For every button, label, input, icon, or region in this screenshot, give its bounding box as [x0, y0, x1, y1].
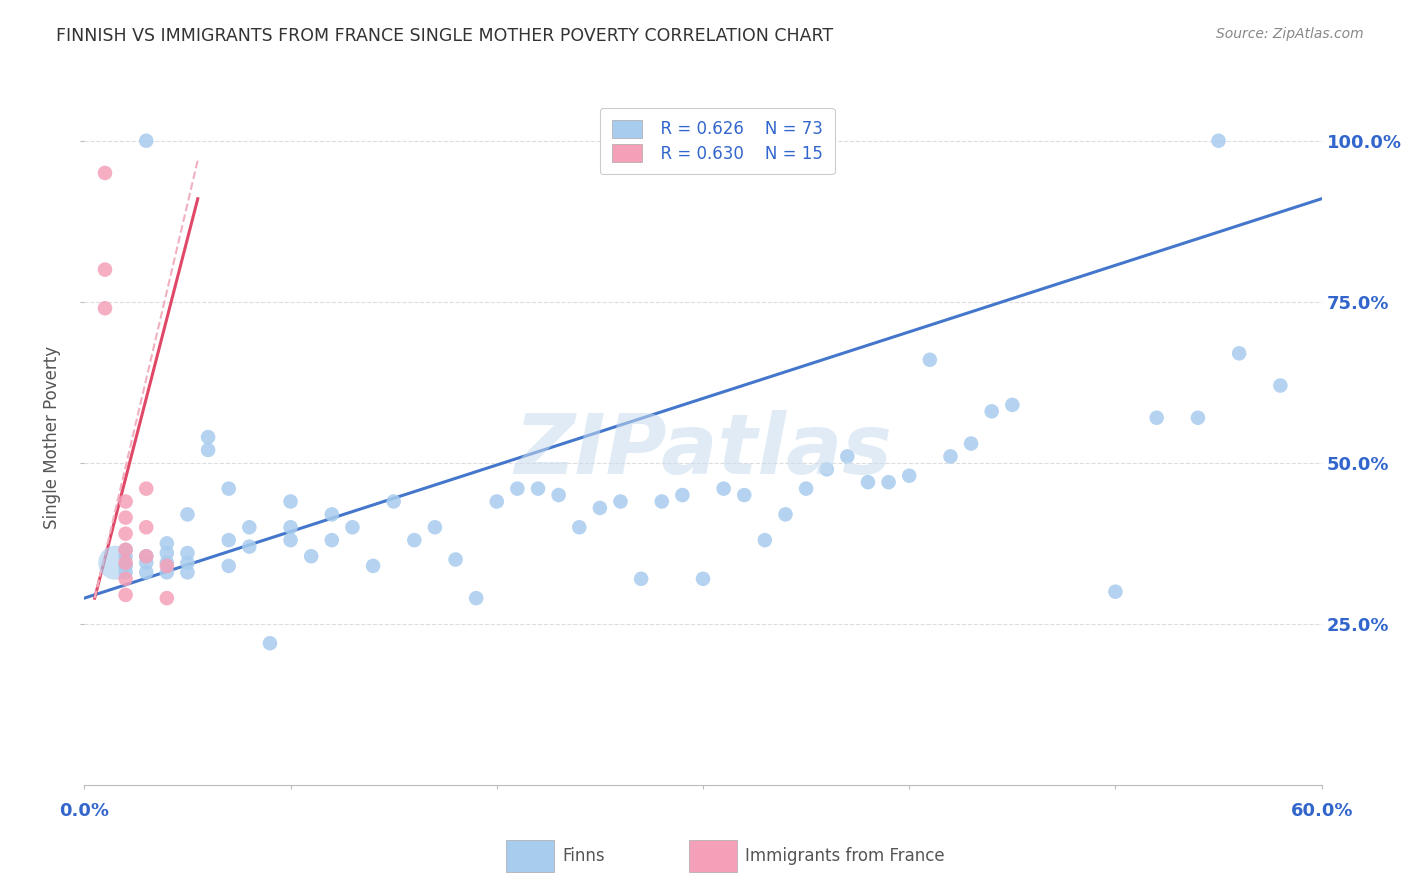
- Point: [280, 494, 302, 508]
- Point: [321, 508, 343, 522]
- Point: [114, 556, 136, 570]
- Point: [197, 430, 219, 444]
- Point: [589, 500, 612, 515]
- Point: [156, 546, 179, 560]
- Point: [218, 558, 240, 573]
- Point: [506, 482, 529, 496]
- Point: [692, 572, 714, 586]
- Point: [547, 488, 569, 502]
- Point: [104, 556, 127, 570]
- Point: [630, 572, 652, 586]
- Point: [733, 488, 755, 502]
- Text: FINNISH VS IMMIGRANTS FROM FRANCE SINGLE MOTHER POVERTY CORRELATION CHART: FINNISH VS IMMIGRANTS FROM FRANCE SINGLE…: [56, 27, 834, 45]
- Text: 0.0%: 0.0%: [59, 803, 110, 821]
- Point: [404, 533, 426, 548]
- Legend:   R = 0.626    N = 73,   R = 0.630    N = 15: R = 0.626 N = 73, R = 0.630 N = 15: [600, 108, 835, 175]
- Point: [114, 494, 136, 508]
- Point: [918, 352, 941, 367]
- Point: [382, 494, 405, 508]
- Point: [1104, 584, 1126, 599]
- Point: [94, 262, 117, 277]
- Point: [342, 520, 364, 534]
- Point: [114, 558, 136, 573]
- Point: [1227, 346, 1250, 360]
- Text: Finns: Finns: [562, 847, 605, 865]
- Point: [114, 549, 136, 564]
- Point: [609, 494, 631, 508]
- Text: 60.0%: 60.0%: [1291, 803, 1353, 821]
- Point: [135, 566, 157, 580]
- Point: [114, 566, 136, 580]
- Point: [114, 526, 136, 541]
- Point: [361, 558, 384, 573]
- Point: [259, 636, 281, 650]
- Point: [485, 494, 508, 508]
- Point: [960, 436, 983, 450]
- Text: ZIPatlas: ZIPatlas: [515, 410, 891, 491]
- Point: [856, 475, 879, 490]
- Point: [671, 488, 693, 502]
- Point: [837, 450, 859, 464]
- Point: [465, 591, 488, 606]
- Point: [775, 508, 797, 522]
- Point: [135, 134, 157, 148]
- Point: [94, 166, 117, 180]
- Point: [527, 482, 550, 496]
- Point: [218, 482, 240, 496]
- Point: [713, 482, 735, 496]
- Point: [794, 134, 817, 148]
- Point: [939, 450, 962, 464]
- Point: [794, 482, 817, 496]
- Point: [176, 556, 198, 570]
- Point: [218, 533, 240, 548]
- Point: [877, 475, 900, 490]
- Point: [135, 549, 157, 564]
- Text: Source: ZipAtlas.com: Source: ZipAtlas.com: [1216, 27, 1364, 41]
- Point: [156, 556, 179, 570]
- Point: [1270, 378, 1292, 392]
- Point: [651, 494, 673, 508]
- Y-axis label: Single Mother Poverty: Single Mother Poverty: [44, 345, 62, 529]
- Point: [156, 591, 179, 606]
- Point: [444, 552, 467, 566]
- Point: [94, 301, 117, 316]
- Text: Immigrants from France: Immigrants from France: [745, 847, 945, 865]
- Point: [135, 556, 157, 570]
- Point: [114, 510, 136, 524]
- Point: [156, 566, 179, 580]
- Point: [280, 520, 302, 534]
- Point: [176, 508, 198, 522]
- Point: [1146, 410, 1168, 425]
- Point: [754, 533, 776, 548]
- Point: [114, 542, 136, 557]
- Point: [299, 549, 322, 564]
- Point: [1001, 398, 1024, 412]
- Point: [423, 520, 446, 534]
- Point: [114, 542, 136, 557]
- Point: [238, 540, 260, 554]
- Point: [238, 520, 260, 534]
- Point: [280, 533, 302, 548]
- Point: [321, 533, 343, 548]
- Point: [197, 442, 219, 457]
- Point: [114, 572, 136, 586]
- Point: [980, 404, 1002, 418]
- Point: [135, 482, 157, 496]
- Point: [1187, 410, 1209, 425]
- Point: [114, 588, 136, 602]
- Point: [568, 520, 591, 534]
- Point: [135, 549, 157, 564]
- Point: [156, 536, 179, 550]
- Point: [156, 558, 179, 573]
- Point: [1208, 134, 1230, 148]
- Point: [135, 520, 157, 534]
- Point: [176, 566, 198, 580]
- Point: [176, 546, 198, 560]
- Point: [815, 462, 838, 476]
- Point: [898, 468, 921, 483]
